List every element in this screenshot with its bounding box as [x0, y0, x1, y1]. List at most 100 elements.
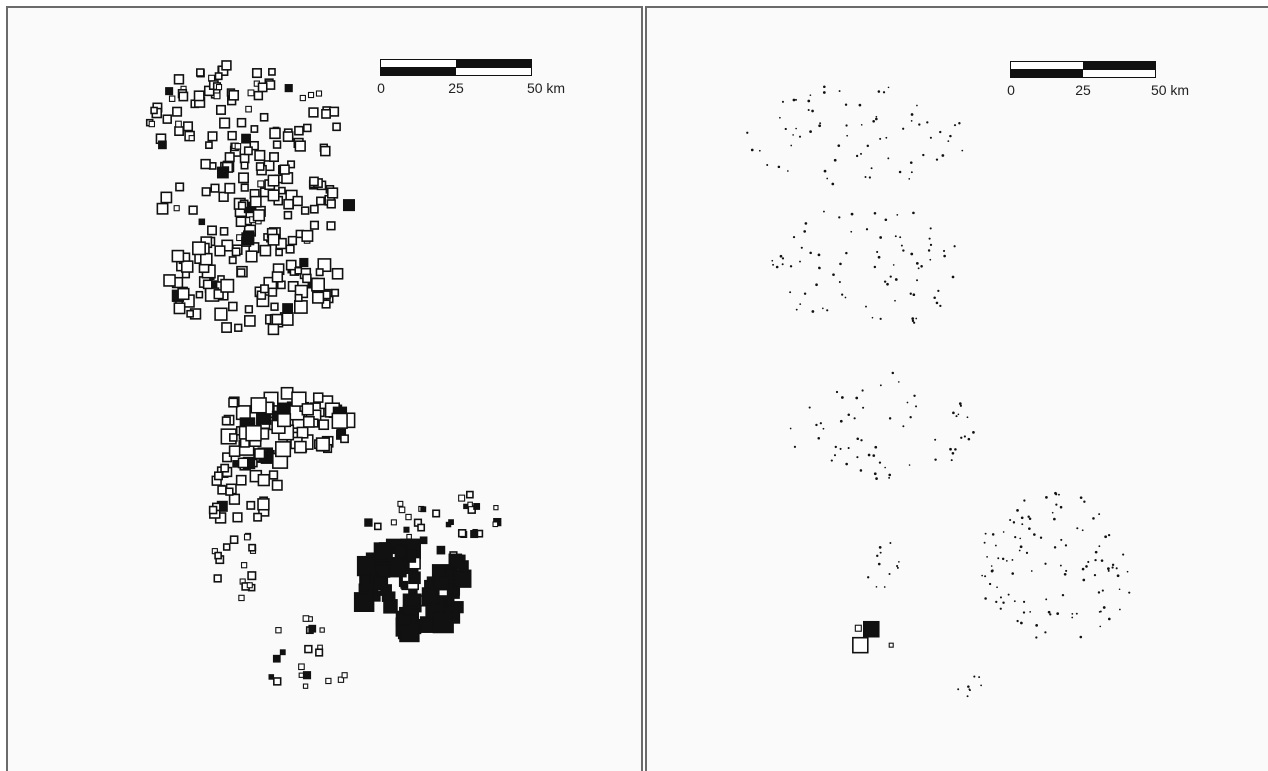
point-dot	[1118, 608, 1121, 611]
square-symbol	[304, 644, 313, 654]
square-symbol	[198, 218, 206, 226]
map-panel-right[interactable]: 0 25 50 km	[645, 6, 1268, 771]
point-dot	[865, 228, 869, 231]
square-symbol	[315, 90, 323, 97]
point-dot	[803, 292, 807, 295]
point-dot	[864, 176, 867, 178]
point-dot	[830, 459, 833, 462]
square-symbol	[248, 543, 256, 552]
square-symbol	[294, 266, 303, 275]
point-dot	[860, 152, 862, 155]
point-dot	[1035, 623, 1039, 627]
point-dot	[811, 310, 815, 313]
point-dot	[886, 282, 889, 286]
point-dot	[929, 258, 932, 261]
square-symbol	[188, 205, 198, 215]
square-symbol	[373, 522, 382, 531]
point-dot	[872, 119, 875, 123]
point-dot	[837, 144, 841, 148]
point-dot	[1007, 593, 1010, 596]
square-symbol	[239, 153, 250, 164]
point-dot	[994, 544, 997, 547]
point-dot	[1082, 578, 1086, 582]
point-dot	[809, 130, 812, 133]
square-symbol	[337, 676, 345, 683]
point-dot	[966, 695, 969, 698]
point-dot	[912, 293, 916, 297]
square-symbol	[299, 94, 306, 102]
point-dot	[968, 689, 971, 692]
point-dot	[896, 213, 899, 216]
square-symbol	[356, 555, 378, 577]
point-dot	[894, 278, 898, 281]
point-dot	[892, 264, 895, 266]
point-dot	[988, 582, 992, 586]
point-dot	[1061, 593, 1065, 597]
square-symbol	[294, 140, 306, 152]
point-dot	[792, 236, 796, 239]
point-dot	[894, 299, 896, 302]
point-dot	[928, 237, 931, 240]
point-dot	[772, 263, 775, 266]
point-dot	[997, 557, 1000, 560]
point-dot	[1018, 549, 1021, 552]
square-symbol	[244, 315, 256, 327]
square-symbol	[325, 677, 332, 685]
square-symbol	[309, 220, 320, 230]
point-dot	[999, 607, 1002, 610]
square-symbol	[283, 198, 294, 210]
square-symbol	[312, 392, 324, 403]
square-symbol	[228, 256, 237, 265]
square-symbol	[232, 512, 243, 523]
square-symbol	[267, 287, 278, 297]
point-dot	[877, 562, 881, 566]
point-dot	[856, 437, 859, 441]
point-dot	[960, 436, 963, 439]
point-dot	[999, 596, 1002, 599]
point-dot	[789, 291, 792, 294]
square-symbol-map[interactable]	[8, 8, 641, 771]
square-symbol	[165, 87, 174, 96]
square-symbol	[160, 191, 173, 204]
square-symbol	[250, 125, 259, 133]
point-dot	[871, 316, 874, 319]
square-symbol	[234, 323, 243, 332]
point-dot	[911, 319, 915, 323]
point-dot	[841, 293, 844, 296]
map-panel-left[interactable]: 0 25 50 km	[6, 6, 643, 771]
point-dot	[1055, 493, 1058, 496]
scale-label-25: 25	[1075, 82, 1091, 98]
square-symbol	[282, 303, 293, 314]
point-dot	[795, 98, 797, 101]
point-dot	[922, 153, 925, 157]
point-dot	[876, 250, 879, 253]
point-dot	[929, 227, 932, 230]
point-dot-map[interactable]	[647, 8, 1268, 771]
square-symbol	[302, 671, 312, 680]
square-symbol	[302, 615, 310, 622]
square-symbol	[340, 434, 349, 444]
point-dot	[1063, 572, 1067, 576]
point-dot	[844, 103, 848, 106]
point-dot	[910, 119, 913, 122]
square-symbol	[247, 89, 255, 97]
square-symbol	[257, 498, 270, 511]
square-symbol	[278, 186, 286, 195]
square-symbol	[267, 174, 280, 187]
point-dot	[850, 212, 854, 216]
square-symbol	[237, 201, 247, 210]
point-dot	[939, 130, 942, 134]
point-dot	[845, 124, 848, 127]
point-dot	[861, 389, 864, 392]
scale-label-50: 50 km	[1150, 82, 1190, 98]
square-symbol	[282, 131, 294, 142]
point-dot	[1081, 567, 1085, 571]
square-symbol	[492, 521, 499, 528]
square-symbol	[271, 479, 283, 491]
point-dot	[1098, 513, 1101, 516]
square-symbol	[192, 241, 206, 256]
square-symbol	[205, 141, 213, 150]
square-symbol	[319, 627, 325, 633]
square-symbol	[298, 663, 305, 671]
square-symbol	[302, 683, 309, 689]
